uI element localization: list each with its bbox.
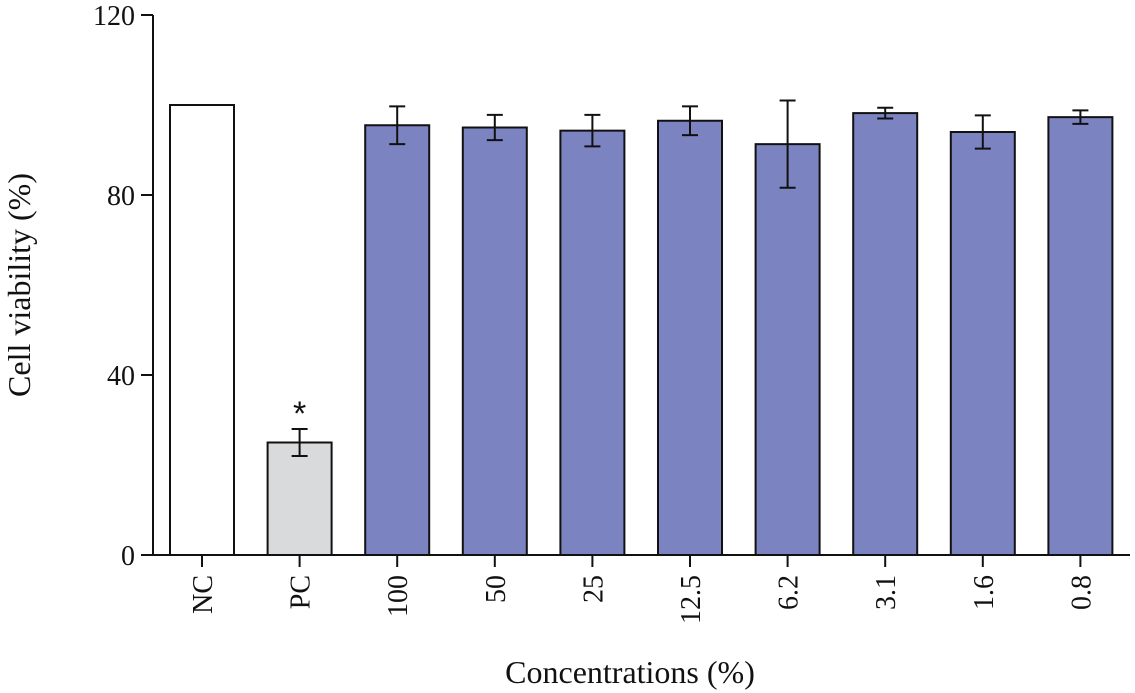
y-tick-label: 80 bbox=[107, 181, 135, 212]
y-ticks: 0 40 80 120 bbox=[93, 1, 153, 572]
x-tick-label: 0.8 bbox=[1066, 575, 1097, 610]
x-tick-label: 3.1 bbox=[871, 575, 902, 610]
error-bar-6.2 bbox=[779, 99, 796, 189]
bars bbox=[169, 104, 1114, 557]
x-tick-label: 12.5 bbox=[676, 575, 707, 624]
bar-3.1 bbox=[852, 112, 919, 556]
y-axis-label: Cell viability (%) bbox=[1, 173, 37, 397]
x-tick-label: PC bbox=[286, 575, 317, 609]
x-ticks: NC PC 100 50 25 12.5 6.2 3.1 1.6 0.8 bbox=[188, 555, 1097, 624]
error-bar-25 bbox=[584, 113, 601, 148]
bar-PC bbox=[266, 441, 333, 556]
bar-1.6 bbox=[949, 131, 1016, 556]
error-bar-3.1 bbox=[877, 106, 894, 120]
error-bars bbox=[291, 99, 1089, 457]
error-bar-50 bbox=[486, 113, 503, 142]
x-tick-label: 100 bbox=[383, 575, 414, 617]
y-tick-label: 0 bbox=[121, 541, 135, 572]
error-bar-PC bbox=[291, 428, 308, 457]
y-tick-label: 120 bbox=[93, 1, 135, 32]
error-bar-12.5 bbox=[682, 105, 698, 137]
error-bar-1.6 bbox=[974, 114, 991, 150]
bar-6.2 bbox=[754, 143, 821, 556]
significance-marker: * bbox=[293, 395, 306, 433]
y-tick-label: 40 bbox=[107, 361, 135, 392]
error-bar-100 bbox=[389, 105, 406, 146]
x-axis-label: Concentrations (%) bbox=[505, 654, 755, 690]
bar-50 bbox=[461, 126, 528, 556]
axes bbox=[152, 15, 1130, 556]
x-tick-label: 6.2 bbox=[774, 575, 805, 610]
error-bar-0.8 bbox=[1072, 109, 1089, 125]
bar-12.5 bbox=[657, 119, 723, 556]
bar-25 bbox=[559, 129, 626, 556]
bar-100 bbox=[364, 124, 431, 556]
x-tick-label: 50 bbox=[481, 575, 512, 603]
bar-NC bbox=[169, 104, 235, 556]
x-tick-label: NC bbox=[188, 575, 219, 614]
bar-0.8 bbox=[1047, 116, 1114, 557]
x-tick-label: 1.6 bbox=[969, 575, 1000, 610]
x-tick-label: 25 bbox=[578, 575, 609, 603]
annotations: * bbox=[293, 395, 306, 433]
